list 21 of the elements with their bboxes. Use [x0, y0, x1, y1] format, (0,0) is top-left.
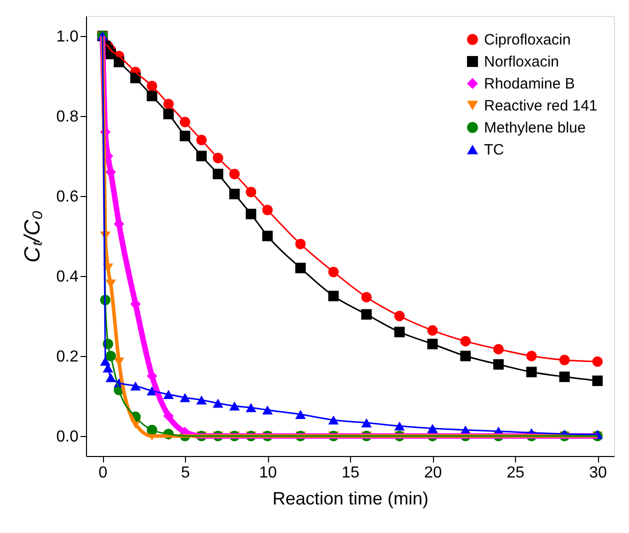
- y-tick-label: 1.0: [56, 28, 79, 46]
- legend-label: Norfloxacin: [484, 54, 560, 70]
- y-axis-title: Cₜ/C₀: [19, 210, 44, 263]
- x-tick-label: 5: [181, 464, 190, 482]
- y-tick-label: 0.8: [56, 108, 79, 126]
- x-tick-label: 20: [424, 464, 442, 482]
- x-axis-title: Reaction time (min): [272, 488, 429, 508]
- legend-label: TC: [484, 142, 504, 158]
- y-tick-label: 0.0: [56, 428, 79, 446]
- y-tick-label: 0.2: [56, 348, 79, 366]
- legend-label: Reactive red 141: [484, 98, 598, 114]
- y-tick-label: 0.6: [56, 188, 79, 206]
- x-tick-label: 25: [506, 464, 524, 482]
- x-tick-label: 15: [342, 464, 360, 482]
- legend-label: Ciprofloxacin: [484, 32, 571, 48]
- legend-label: Methylene blue: [484, 120, 586, 136]
- y-tick-label: 0.4: [56, 268, 79, 286]
- legend-label: Rhodamine B: [484, 76, 575, 92]
- x-tick-label: 30: [589, 464, 607, 482]
- x-tick-label: 10: [259, 464, 277, 482]
- x-tick-label: 0: [98, 464, 108, 482]
